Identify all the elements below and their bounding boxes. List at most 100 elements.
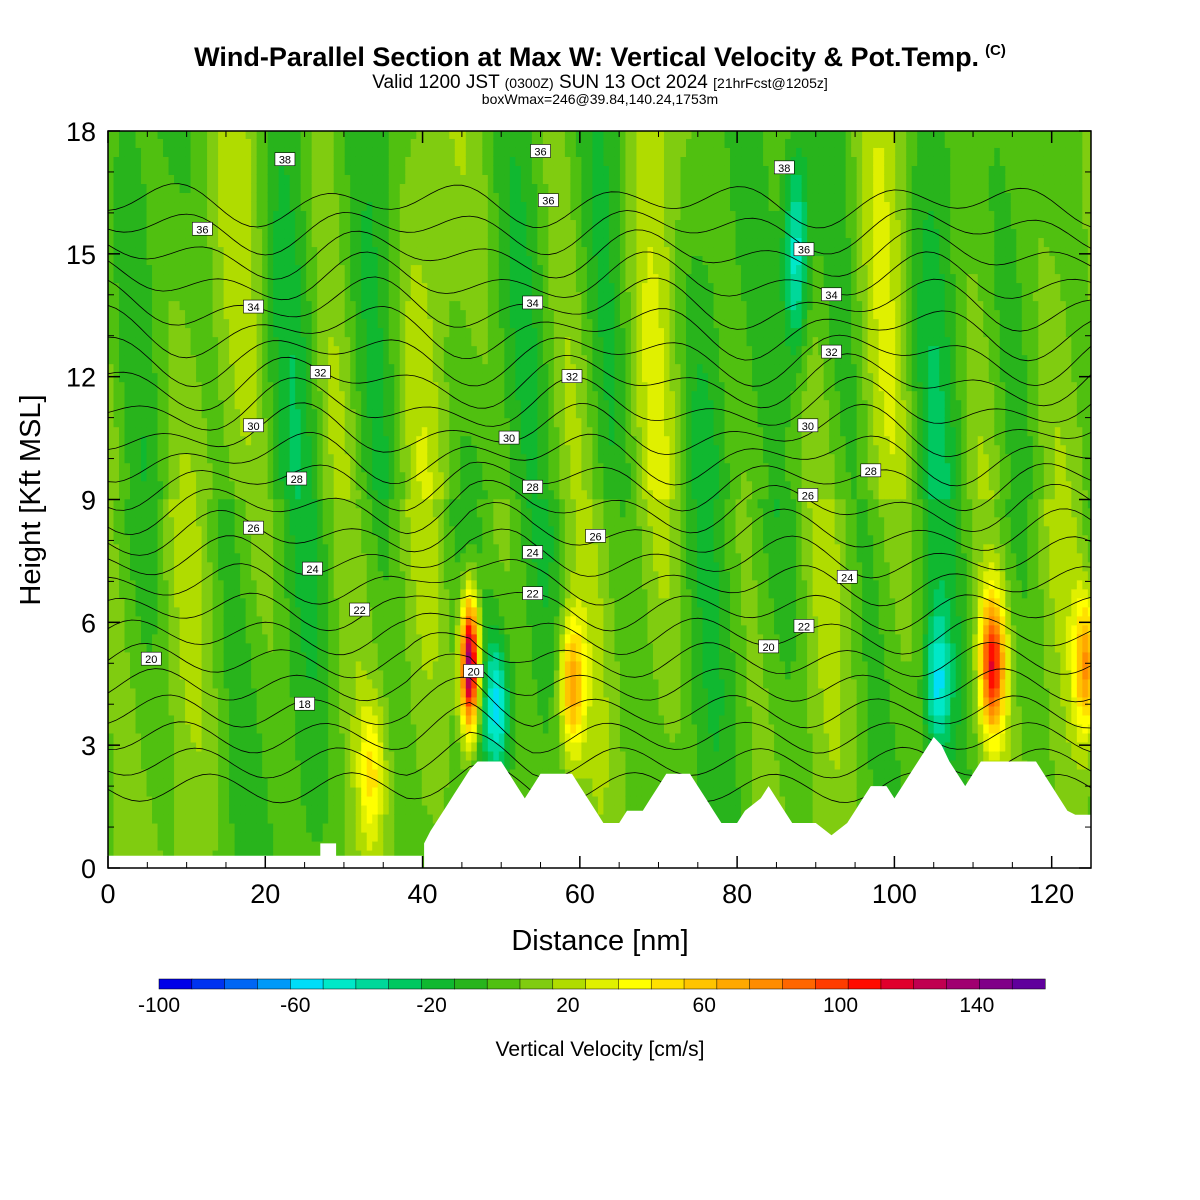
w-cell (212, 300, 219, 311)
w-cell (108, 399, 115, 410)
w-cell (350, 363, 357, 374)
w-cell (361, 786, 368, 797)
w-cell (152, 822, 159, 833)
w-cell (185, 849, 192, 860)
w-cell (207, 777, 214, 788)
w-cell (130, 345, 137, 356)
w-cell (405, 282, 412, 293)
w-cell (113, 822, 120, 833)
w-cell (410, 399, 417, 410)
w-cell (174, 327, 181, 338)
w-cell (399, 363, 406, 374)
w-cell (278, 759, 285, 770)
w-cell (328, 453, 335, 464)
w-cell (240, 633, 247, 644)
w-cell (366, 183, 373, 194)
w-cell (421, 561, 428, 572)
w-cell (146, 759, 153, 770)
w-cell (135, 381, 142, 392)
w-cell (212, 453, 219, 464)
w-cell (174, 507, 181, 518)
w-cell (432, 336, 439, 347)
w-cell (267, 408, 274, 419)
w-cell (152, 507, 159, 518)
w-cell (229, 750, 236, 761)
w-cell (152, 255, 159, 266)
w-cell (355, 273, 362, 284)
w-cell (366, 597, 373, 608)
w-cell (119, 813, 126, 824)
w-cell (256, 660, 263, 671)
w-cell (262, 210, 269, 221)
w-cell (157, 624, 164, 635)
w-cell (229, 462, 236, 473)
w-cell (130, 273, 137, 284)
w-cell (229, 390, 236, 401)
w-cell (405, 210, 412, 221)
w-cell (295, 714, 302, 725)
w-cell (234, 696, 241, 707)
w-cell (267, 354, 274, 365)
w-cell (394, 327, 401, 338)
w-cell (168, 498, 175, 509)
w-cell (399, 543, 406, 554)
w-cell (130, 489, 137, 500)
w-cell (333, 345, 340, 356)
w-cell (212, 228, 219, 239)
w-cell (262, 237, 269, 248)
w-cell (399, 633, 406, 644)
w-cell (130, 633, 137, 644)
w-cell (168, 237, 175, 248)
w-cell (278, 399, 285, 410)
w-cell (333, 561, 340, 572)
w-cell (322, 183, 329, 194)
w-cell (251, 678, 258, 689)
w-cell (383, 381, 390, 392)
w-cell (311, 768, 318, 779)
w-cell (438, 552, 445, 563)
w-cell (229, 210, 236, 221)
w-cell (432, 759, 439, 770)
w-cell (190, 570, 197, 581)
w-cell (333, 201, 340, 212)
w-cell (383, 507, 390, 518)
w-cell (311, 516, 318, 527)
w-cell (328, 714, 335, 725)
w-cell (300, 309, 307, 320)
w-cell (218, 507, 225, 518)
w-cell (377, 543, 384, 554)
w-cell (190, 642, 197, 653)
w-cell (240, 291, 247, 302)
w-cell (377, 768, 384, 779)
w-cell (339, 273, 346, 284)
w-cell (289, 768, 296, 779)
w-cell (416, 237, 423, 248)
w-cell (300, 498, 307, 509)
w-cell (410, 678, 417, 689)
w-cell (240, 156, 247, 166)
w-cell (416, 417, 423, 428)
w-cell (405, 471, 412, 482)
w-cell (284, 174, 291, 185)
w-cell (234, 642, 241, 653)
w-cell (113, 840, 120, 851)
w-cell (113, 309, 120, 320)
w-cell (394, 597, 401, 608)
w-cell (416, 363, 423, 374)
w-cell (245, 183, 252, 194)
w-cell (245, 228, 252, 239)
w-cell (223, 606, 230, 617)
w-cell (350, 174, 357, 185)
w-cell (113, 183, 120, 194)
w-cell (130, 219, 137, 230)
w-cell (399, 669, 406, 680)
w-cell (394, 309, 401, 320)
w-cell (372, 291, 379, 302)
w-cell (388, 462, 395, 473)
w-cell (135, 687, 142, 698)
w-cell (223, 633, 230, 644)
w-cell (339, 131, 346, 139)
w-cell (234, 489, 241, 500)
w-cell (399, 741, 406, 752)
w-cell (372, 732, 379, 743)
